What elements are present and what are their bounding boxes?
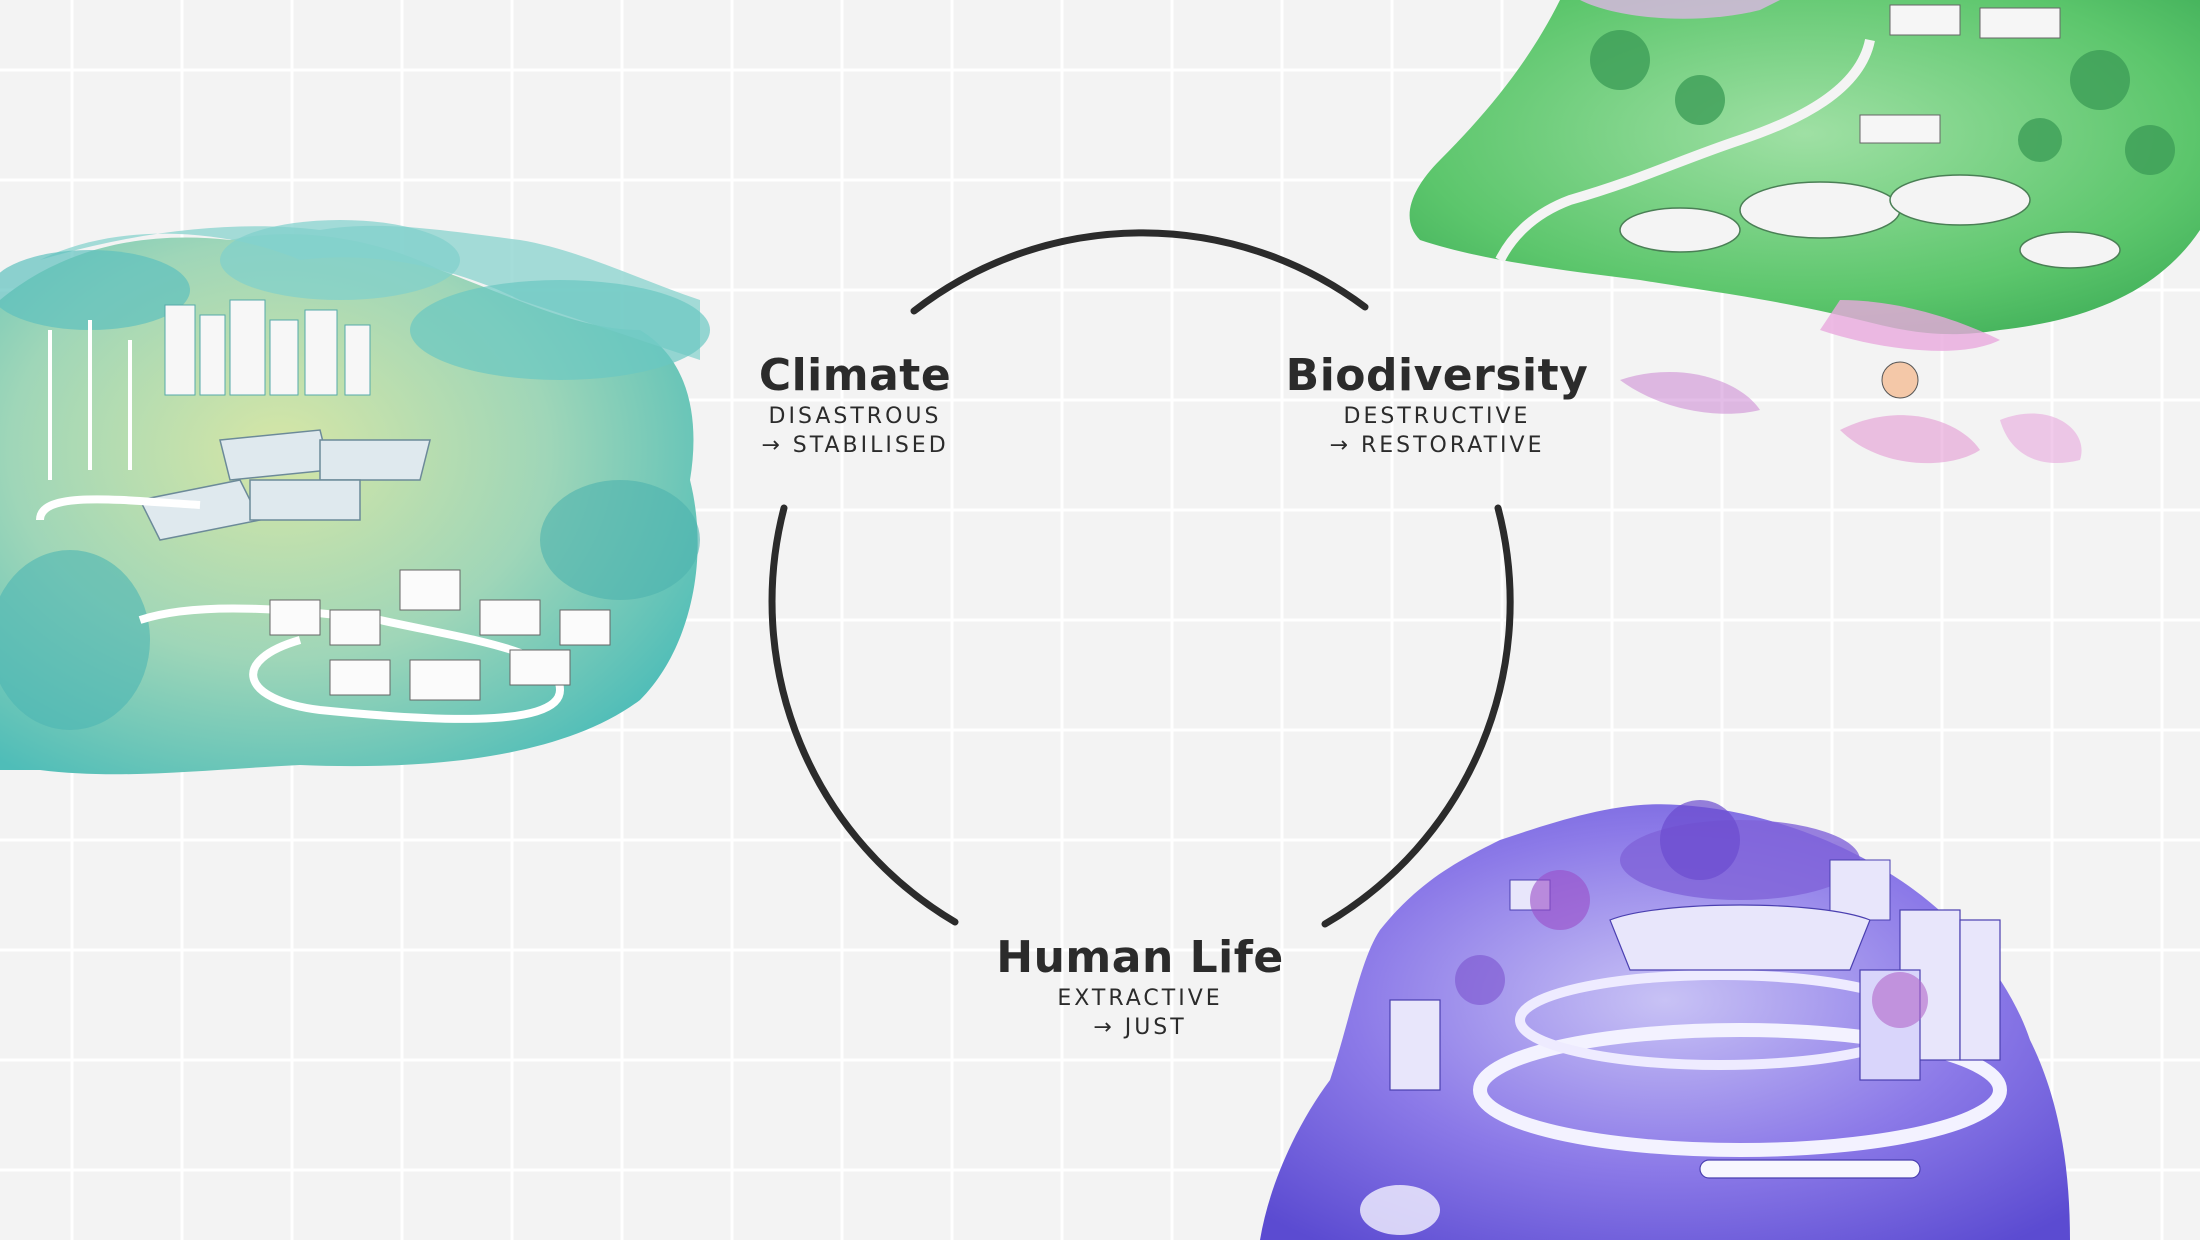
climate-from: DISASTROUS <box>768 404 942 429</box>
human-life-label: Human Life EXTRACTIVE → JUST <box>996 932 1283 1042</box>
human-life-island-illustration <box>1260 800 2070 1240</box>
ring-arc-top <box>910 229 1369 315</box>
ring-arc-right <box>1321 504 1514 928</box>
biodiversity-from: DESTRUCTIVE <box>1343 404 1531 429</box>
biodiversity-island-illustration <box>1409 0 2200 464</box>
ring-arc-left <box>768 504 959 926</box>
climate-title: Climate <box>758 350 952 401</box>
human-life-from: EXTRACTIVE <box>1057 986 1223 1011</box>
biodiversity-to: → RESTORATIVE <box>1329 433 1545 458</box>
climate-label: Climate DISASTROUS → STABILISED <box>759 350 951 460</box>
climate-island-illustration <box>0 220 710 775</box>
biodiversity-title: Biodiversity <box>1285 350 1589 401</box>
biodiversity-label: Biodiversity DESTRUCTIVE → RESTORATIVE <box>1286 350 1589 460</box>
human-life-title: Human Life <box>996 932 1284 983</box>
cycle-ring <box>768 229 1514 928</box>
human-life-to: → JUST <box>1093 1015 1187 1040</box>
climate-to: → STABILISED <box>761 433 949 458</box>
